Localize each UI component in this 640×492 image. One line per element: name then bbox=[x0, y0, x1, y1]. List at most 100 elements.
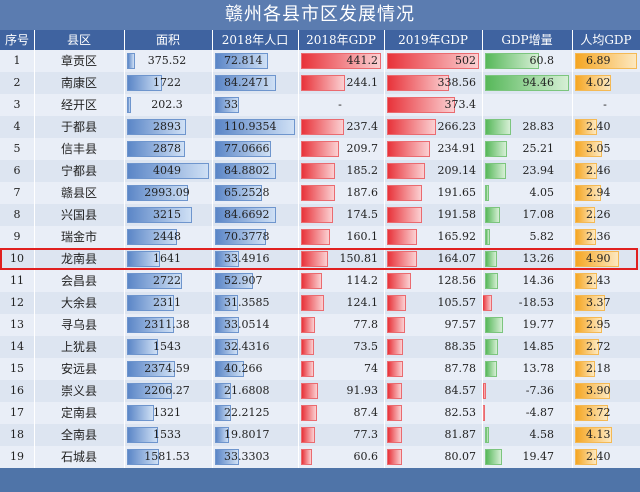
percap-value: 4.02 bbox=[586, 76, 611, 89]
growth-bar bbox=[485, 449, 503, 465]
chart-title: 赣州各县市区发展情况 bbox=[0, 0, 640, 30]
area-bar bbox=[127, 383, 172, 399]
growth-value: 94.46 bbox=[522, 76, 555, 89]
gdp2019-bar bbox=[387, 317, 405, 333]
table-row: 17 定南县 1321 22.2125 87.4 82.53 -4.87 3.72 bbox=[0, 402, 640, 424]
district-name: 寻乌县 bbox=[60, 318, 97, 332]
pop-value: 31.3585 bbox=[224, 296, 270, 309]
area-value: 375.52 bbox=[147, 54, 187, 67]
pop-bar bbox=[215, 163, 277, 179]
gdp2018-bar bbox=[301, 251, 329, 267]
percap-value: - bbox=[603, 98, 607, 111]
gdp2019-bar bbox=[387, 75, 450, 91]
gdp2018-value: 150.81 bbox=[339, 252, 379, 265]
percap-bar bbox=[575, 229, 597, 245]
percap-bar bbox=[575, 383, 611, 399]
gdp2018-bar bbox=[301, 449, 312, 465]
district-name: 石城县 bbox=[60, 450, 97, 464]
district-name: 崇义县 bbox=[60, 384, 97, 398]
gdp2019-value: 87.78 bbox=[444, 362, 477, 375]
pop-bar bbox=[215, 427, 230, 443]
growth-bar bbox=[485, 207, 501, 223]
gdp2019-bar bbox=[387, 119, 436, 135]
row-number: 8 bbox=[13, 208, 21, 221]
gdp2018-bar bbox=[301, 361, 315, 377]
percap-bar bbox=[575, 295, 606, 311]
growth-value: 19.77 bbox=[522, 318, 555, 331]
table-row: 19 石城县 1581.53 33.3303 60.6 80.07 19.47 2.40 bbox=[0, 446, 640, 468]
table-row: 7 赣县区 2993.09 65.2528 187.6 191.65 4.05 2.94 bbox=[0, 182, 640, 204]
growth-value: 17.08 bbox=[522, 208, 555, 221]
table-row: 1 章贡区 375.52 72.814 441.2 502 60.8 6.89 bbox=[0, 50, 640, 72]
gdp2019-value: 191.58 bbox=[437, 208, 477, 221]
growth-bar bbox=[485, 273, 498, 289]
gdp2018-bar bbox=[301, 163, 335, 179]
pop-value: 84.6692 bbox=[224, 208, 270, 221]
table-row: 6 宁都县 4049 84.8802 185.2 209.14 23.94 2.46 bbox=[0, 160, 640, 182]
gdp2019-value: 191.65 bbox=[437, 186, 477, 199]
row-number: 7 bbox=[13, 186, 21, 199]
area-value: 2878 bbox=[153, 142, 181, 155]
area-bar bbox=[127, 405, 154, 421]
gdp-2019-header: 2019年GDP bbox=[398, 33, 468, 47]
gdp2018-bar bbox=[301, 185, 336, 201]
row-number: 14 bbox=[10, 340, 24, 353]
row-number: 12 bbox=[10, 296, 24, 309]
percap-value: 6.89 bbox=[586, 54, 611, 67]
row-number: 19 bbox=[10, 450, 24, 463]
percap-bar bbox=[575, 75, 612, 91]
gdp2018-bar bbox=[301, 339, 315, 355]
gdp2018-value: 74 bbox=[364, 362, 378, 375]
area-bar bbox=[127, 229, 177, 245]
gdp2019-bar bbox=[387, 251, 418, 267]
table-row: 13 寻乌县 2311.38 33.0514 77.8 97.57 19.77 2.95 bbox=[0, 314, 640, 336]
area-value: 2448 bbox=[153, 230, 181, 243]
percap-value: 3.37 bbox=[586, 296, 611, 309]
area-value: 202.3 bbox=[151, 98, 183, 111]
gdp2018-value: 187.6 bbox=[346, 186, 379, 199]
growth-bar bbox=[485, 361, 498, 377]
percap-value: 4.13 bbox=[586, 428, 611, 441]
growth-value: 13.78 bbox=[522, 362, 555, 375]
percap-bar bbox=[575, 449, 597, 465]
pop-value: 65.2528 bbox=[224, 186, 270, 199]
gdp2018-value: 209.7 bbox=[346, 142, 379, 155]
area-bar bbox=[127, 427, 159, 443]
row-number: 18 bbox=[10, 428, 24, 441]
gdp2019-bar bbox=[387, 273, 411, 289]
gdp2019-bar bbox=[387, 449, 402, 465]
gdp2019-value: 209.14 bbox=[437, 164, 477, 177]
gdp2018-value: 77.3 bbox=[353, 428, 379, 441]
row-number: 17 bbox=[10, 406, 24, 419]
growth-bar bbox=[485, 229, 491, 245]
pop-bar bbox=[215, 141, 271, 157]
percap-value: 2.18 bbox=[586, 362, 611, 375]
percap-value: 3.72 bbox=[586, 406, 611, 419]
header-row: 序号 县区 面积 2018年人口 2018年GDP 2019年GDP GDP增量 人均GDP bbox=[0, 30, 640, 50]
pop-value: 52.907 bbox=[224, 274, 263, 287]
percap-value: 2.26 bbox=[586, 208, 611, 221]
gdp2018-value: 185.2 bbox=[346, 164, 379, 177]
table-row: 11 会昌县 2722 52.907 114.2 128.56 14.36 2.43 bbox=[0, 270, 640, 292]
pop-bar bbox=[215, 273, 254, 289]
percap-bar bbox=[575, 53, 637, 69]
area-bar bbox=[127, 119, 186, 135]
gdp2018-value: 60.6 bbox=[353, 450, 379, 463]
row-number: 4 bbox=[13, 120, 21, 133]
percap-value: 2.40 bbox=[586, 450, 611, 463]
growth-bar bbox=[485, 75, 569, 91]
pop-value: 33.4916 bbox=[224, 252, 270, 265]
area-value: 1581.53 bbox=[144, 450, 190, 463]
pop-bar bbox=[215, 75, 276, 91]
percap-value: 4.90 bbox=[586, 252, 611, 265]
growth-bar bbox=[485, 251, 497, 267]
gdp2018-bar bbox=[301, 75, 346, 91]
gdp2019-bar bbox=[387, 97, 456, 113]
growth-value: -4.87 bbox=[525, 406, 554, 419]
percap-value: 2.40 bbox=[586, 120, 611, 133]
district-name: 章贡区 bbox=[60, 54, 97, 68]
gdp2018-bar bbox=[301, 141, 340, 157]
gdp2018-bar bbox=[301, 229, 331, 245]
gdp2019-bar bbox=[387, 383, 403, 399]
area-value: 1722 bbox=[153, 76, 181, 89]
